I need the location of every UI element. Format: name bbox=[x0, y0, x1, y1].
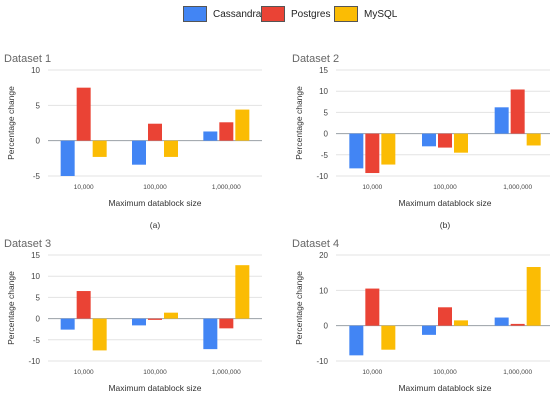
legend-label-postgres: Postgres bbox=[291, 8, 331, 20]
panel-title: Dataset 3 bbox=[4, 238, 51, 250]
bar-cassandra-1 bbox=[349, 325, 364, 356]
x-axis-label: Maximum datablock size bbox=[108, 383, 201, 393]
x-axis-label: Maximum datablock size bbox=[108, 198, 201, 208]
y-tick-label: 10 bbox=[31, 272, 40, 281]
x-tick-label: 1,000,000 bbox=[212, 184, 241, 191]
panel-caption: (a) bbox=[150, 220, 161, 230]
bar-postgres-3 bbox=[510, 323, 525, 326]
chart-panel-1: Dataset 1 -5 0 5 10 Percentage change 10,000 10… bbox=[4, 53, 262, 230]
legend-label-cassandra: Cassandra bbox=[213, 8, 262, 20]
chart-panel-4: Dataset 4 -10 0 10 20 Percentage change 10,000… bbox=[292, 238, 550, 407]
y-tick-label: 20 bbox=[319, 251, 328, 260]
x-tick-label: 10,000 bbox=[74, 369, 94, 376]
x-tick-label: 100,000 bbox=[433, 184, 457, 191]
y-tick-label: 10 bbox=[319, 286, 328, 295]
bar-cassandra-3 bbox=[203, 318, 218, 350]
panel-title: Dataset 1 bbox=[4, 53, 51, 65]
y-tick-label: 0 bbox=[324, 322, 329, 331]
bar-cassandra-3 bbox=[203, 131, 218, 141]
bar-postgres-1 bbox=[365, 133, 380, 174]
bar-cassandra-1 bbox=[60, 140, 75, 176]
bar-mysql-2 bbox=[454, 320, 468, 326]
bar-cassandra-2 bbox=[422, 325, 436, 335]
bar-mysql-1 bbox=[92, 140, 107, 157]
y-tick-label: 0 bbox=[36, 137, 41, 146]
y-tick-label: 10 bbox=[319, 87, 328, 96]
bar-cassandra-2 bbox=[132, 318, 146, 326]
x-tick-label: 10,000 bbox=[362, 369, 382, 376]
y-tick-label: -5 bbox=[33, 336, 41, 345]
bar-mysql-2 bbox=[164, 140, 178, 157]
x-tick-label: 100,000 bbox=[143, 369, 167, 376]
bar-mysql-3 bbox=[235, 109, 250, 141]
y-axis-label: Percentage change bbox=[294, 271, 304, 345]
bar-mysql-1 bbox=[92, 318, 107, 351]
panel-title: Dataset 4 bbox=[292, 238, 339, 250]
y-axis-label: Percentage change bbox=[6, 86, 16, 160]
bar-cassandra-1 bbox=[349, 133, 364, 169]
legend-item-cassandra: Cassandra bbox=[183, 6, 261, 22]
bar-postgres-2 bbox=[148, 123, 162, 141]
y-tick-label: 15 bbox=[319, 66, 328, 75]
panel-title: Dataset 2 bbox=[292, 53, 339, 65]
panel-caption: (c) bbox=[150, 405, 160, 407]
y-tick-label: 5 bbox=[324, 108, 329, 117]
y-tick-label: 0 bbox=[324, 130, 329, 139]
bar-cassandra-2 bbox=[422, 133, 436, 147]
chart-legend: Cassandra Postgres MySQL bbox=[0, 0, 550, 28]
bar-postgres-3 bbox=[510, 89, 525, 134]
legend-item-mysql: MySQL bbox=[334, 6, 397, 22]
x-axis-label: Maximum datablock size bbox=[398, 198, 491, 208]
legend-swatch-postgres bbox=[261, 6, 285, 22]
bar-postgres-3 bbox=[219, 318, 234, 329]
bar-mysql-1 bbox=[381, 325, 396, 350]
y-tick-label: 15 bbox=[31, 251, 40, 260]
bar-cassandra-1 bbox=[60, 318, 75, 330]
x-tick-label: 1,000,000 bbox=[503, 369, 532, 376]
panel-caption: (d) bbox=[440, 405, 451, 407]
y-tick-label: 5 bbox=[36, 101, 41, 110]
bar-cassandra-2 bbox=[132, 140, 146, 165]
bar-postgres-3 bbox=[219, 122, 234, 141]
y-tick-label: -10 bbox=[316, 172, 328, 181]
legend-swatch-mysql bbox=[334, 6, 358, 22]
y-axis-label: Percentage change bbox=[6, 271, 16, 345]
panel-caption: (b) bbox=[440, 220, 451, 230]
x-tick-label: 100,000 bbox=[143, 184, 167, 191]
y-tick-label: 0 bbox=[36, 315, 41, 324]
legend-item-postgres: Postgres bbox=[261, 6, 330, 22]
legend-label-mysql: MySQL bbox=[364, 8, 398, 20]
bar-mysql-2 bbox=[164, 312, 178, 319]
y-tick-label: -5 bbox=[33, 172, 41, 181]
x-tick-label: 10,000 bbox=[362, 184, 382, 191]
y-axis-label: Percentage change bbox=[294, 86, 304, 160]
bar-cassandra-3 bbox=[494, 317, 509, 326]
bar-postgres-1 bbox=[76, 87, 91, 141]
bar-postgres-1 bbox=[365, 288, 380, 326]
chart-panel-3: Dataset 3 -10 -5 0 5 10 15 Percentage change 10,… bbox=[4, 238, 262, 407]
y-tick-label: -5 bbox=[321, 151, 329, 160]
bar-mysql-1 bbox=[381, 133, 396, 165]
bar-postgres-2 bbox=[148, 318, 162, 320]
bar-postgres-2 bbox=[438, 307, 452, 326]
bar-mysql-2 bbox=[454, 133, 468, 153]
bar-mysql-3 bbox=[526, 133, 541, 146]
y-tick-label: -10 bbox=[28, 357, 40, 366]
x-tick-label: 100,000 bbox=[433, 369, 457, 376]
x-tick-label: 10,000 bbox=[74, 184, 94, 191]
x-tick-label: 1,000,000 bbox=[212, 369, 241, 376]
bar-postgres-1 bbox=[76, 291, 91, 319]
legend-swatch-cassandra bbox=[183, 6, 207, 22]
y-tick-label: -10 bbox=[316, 357, 328, 366]
bar-cassandra-3 bbox=[494, 107, 509, 134]
y-tick-label: 5 bbox=[36, 293, 41, 302]
bar-mysql-3 bbox=[235, 265, 250, 319]
y-tick-label: 10 bbox=[31, 66, 40, 75]
x-tick-label: 1,000,000 bbox=[503, 184, 532, 191]
x-axis-label: Maximum datablock size bbox=[398, 383, 491, 393]
bar-mysql-3 bbox=[526, 267, 541, 326]
bar-postgres-2 bbox=[438, 133, 452, 148]
chart-panel-2: Dataset 2 -10 -5 0 5 10 15 Percentage change 10,… bbox=[292, 53, 550, 230]
